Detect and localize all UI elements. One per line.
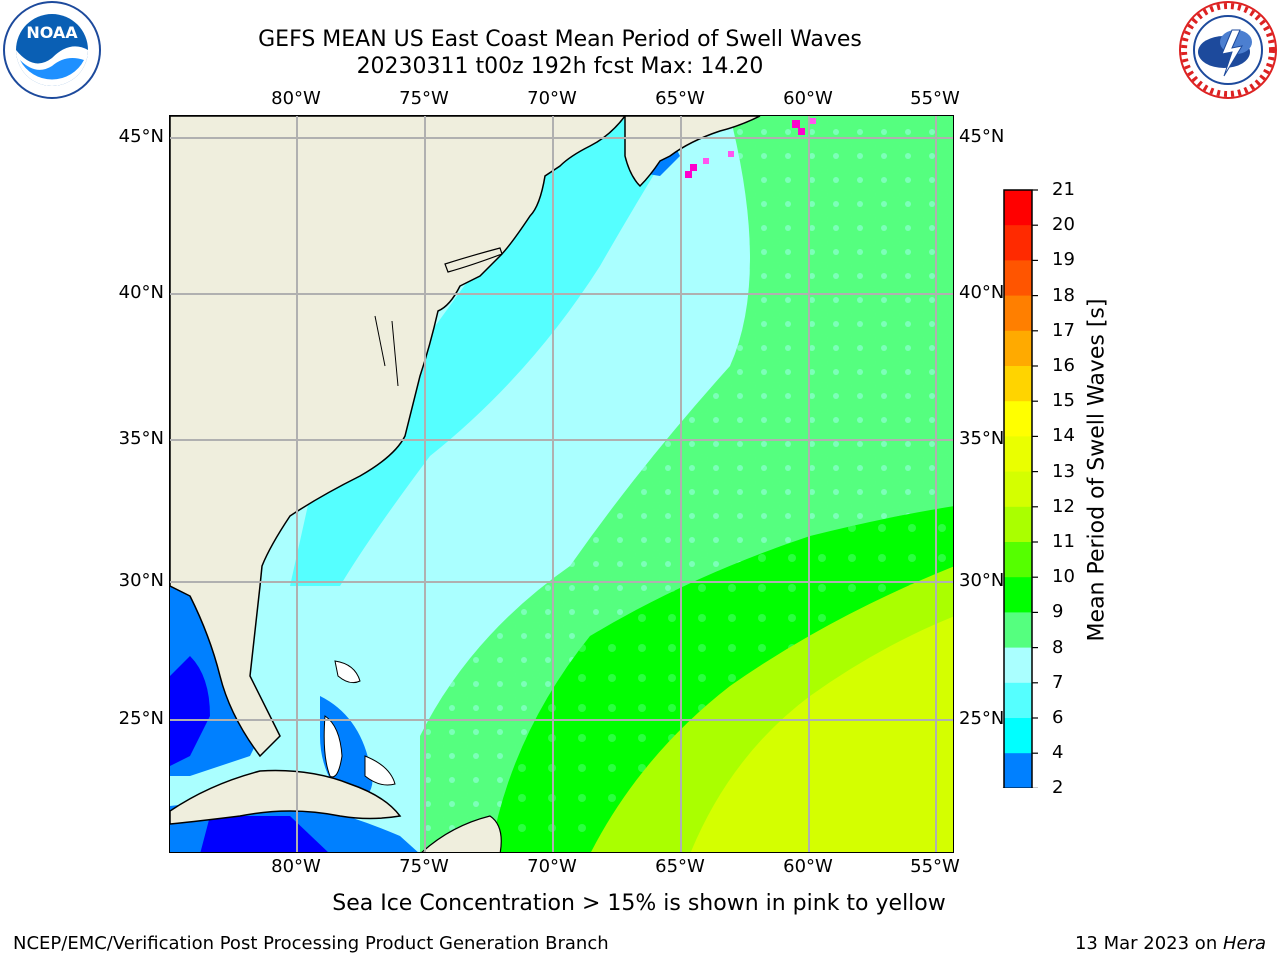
lat-tick-right: 40°N: [959, 282, 1005, 303]
colorbar-band: [1004, 190, 1032, 226]
colorbar: [1000, 188, 1080, 819]
chart-title: GEFS MEAN US East Coast Mean Period of S…: [258, 27, 862, 52]
colorbar-band: [1004, 366, 1032, 402]
land-long-island: [444, 247, 503, 273]
colorbar-tick-label: 16: [1052, 355, 1075, 376]
lat-tick-right: 35°N: [959, 428, 1005, 449]
sea-ice-cell: [703, 158, 709, 164]
lon-tick-bottom: 70°W: [527, 856, 577, 877]
sea-ice-cell: [728, 151, 734, 157]
colorbar-band: [1004, 401, 1032, 437]
lon-tick-bottom: 55°W: [910, 856, 960, 877]
lon-tick-top: 75°W: [399, 88, 449, 109]
lon-tick-bottom: 60°W: [783, 856, 833, 877]
colorbar-tick-label: 4: [1052, 742, 1064, 764]
sea-ice-cell: [690, 164, 697, 171]
lat-tick-right: 45°N: [959, 126, 1005, 147]
colorbar-scale: [1002, 189, 1038, 819]
colorbar-band: [1004, 260, 1032, 297]
colorbar-band: [1004, 682, 1032, 719]
colorbar-tick-label: 9: [1052, 601, 1064, 623]
colorbar-tick-label: 10: [1052, 566, 1075, 588]
sea-ice-cell: [792, 120, 800, 128]
colorbar-tick-label: 8: [1052, 636, 1064, 658]
colorbar-tick-label: 20: [1052, 214, 1075, 236]
lat-tick-right: 30°N: [959, 570, 1005, 591]
colorbar-tick-label: 19: [1052, 249, 1075, 271]
colorbar-band: [1004, 471, 1032, 508]
footer-credit: NCEP/EMC/Verification Post Processing Pr…: [13, 933, 609, 954]
colorbar-band: [1004, 225, 1032, 261]
lat-tick-left: 40°N: [118, 282, 164, 303]
colorbar-band: [1004, 612, 1032, 649]
land-cuba: [170, 769, 402, 825]
colorbar-tick-label: 12: [1052, 495, 1075, 517]
lat-tick-right: 25°N: [959, 708, 1005, 729]
noaa-logo: NOAA: [3, 1, 101, 99]
colorbar-tick-label: 15: [1052, 390, 1075, 412]
lon-tick-top: 55°W: [910, 88, 960, 109]
colorbar-tick-label: 2: [1052, 777, 1064, 799]
lon-tick-top: 70°W: [527, 88, 577, 109]
lon-tick-bottom: 65°W: [655, 856, 705, 877]
colorbar-tick-label: 7: [1052, 671, 1064, 693]
lon-tick-top: 80°W: [271, 88, 321, 109]
lat-tick-left: 45°N: [118, 126, 164, 147]
colorbar-band: [1004, 542, 1032, 578]
sea-ice-cell: [810, 118, 816, 124]
footer-date-text: 13 Mar 2023 on: [1074, 933, 1223, 954]
lon-tick-top: 60°W: [783, 88, 833, 109]
lat-tick-left: 35°N: [118, 428, 164, 449]
sea-ice-note: Sea Ice Concentration > 15% is shown in …: [332, 891, 946, 916]
lat-tick-left: 25°N: [118, 708, 164, 729]
land-nova-scotia: [624, 116, 761, 188]
sea-ice-cell: [685, 171, 692, 178]
nws-logo: [1179, 1, 1277, 99]
colorbar-band: [1004, 718, 1032, 754]
colorbar-tick-label: 21: [1052, 179, 1075, 200]
colorbar-band: [1004, 577, 1032, 613]
colorbar-tick-label: 18: [1052, 284, 1075, 306]
footer-host: Hera: [1222, 933, 1266, 954]
colorbar-band: [1004, 506, 1032, 543]
sea-ice-cell: [798, 128, 805, 135]
colorbar-tick-label: 17: [1052, 319, 1075, 341]
lat-tick-left: 30°N: [118, 570, 164, 591]
colorbar-tick-label: 11: [1052, 531, 1075, 552]
colorbar-band: [1004, 330, 1032, 367]
land-north-america: [170, 116, 626, 758]
chart-subtitle: 20230311 t00z 192h fcst Max: 14.20: [356, 54, 764, 79]
swell-period-map: [170, 116, 953, 852]
map-area: [169, 115, 954, 853]
map-gridlines: [170, 116, 953, 852]
lon-tick-bottom: 75°W: [399, 856, 449, 877]
colorbar-tick-label: 13: [1052, 460, 1075, 482]
footer-date: 13 Mar 2023 on Hera: [1075, 933, 1266, 954]
colorbar-band: [1004, 753, 1032, 789]
colorbar-label: Mean Period of Swell Waves [s]: [1084, 298, 1110, 642]
svg-text:NOAA: NOAA: [26, 23, 78, 42]
colorbar-band: [1004, 647, 1032, 684]
lon-tick-top: 65°W: [655, 88, 705, 109]
colorbar-tick-label: 6: [1052, 707, 1064, 728]
colorbar-band: [1004, 436, 1032, 473]
lon-tick-bottom: 80°W: [271, 856, 321, 877]
colorbar-tick-label: 14: [1052, 425, 1075, 447]
colorbar-band: [1004, 295, 1032, 332]
